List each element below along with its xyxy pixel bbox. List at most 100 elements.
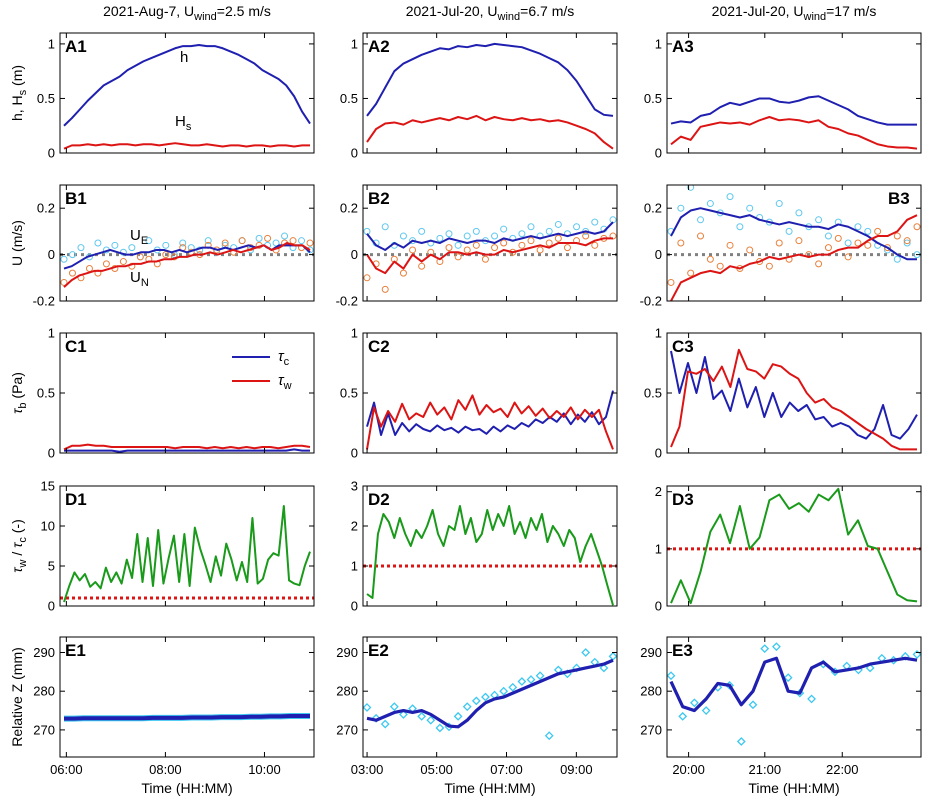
- series-UN-line: [63, 242, 311, 288]
- UE-pts-point: [363, 227, 371, 235]
- series-tau_w-line: [366, 394, 614, 450]
- UE-pts-point: [687, 185, 695, 191]
- ytick-label: 0: [655, 446, 662, 461]
- axes-frame: [362, 636, 618, 758]
- UN-pts-point: [527, 237, 535, 245]
- panel-label-E2: E2: [368, 641, 389, 660]
- Z-pts-point: [508, 682, 518, 692]
- axes-frame: [59, 636, 315, 758]
- UE-pts-point: [697, 216, 705, 224]
- ytick-label: 0: [655, 599, 662, 614]
- Z-pts-point: [426, 715, 436, 725]
- series-ratio-line: [366, 505, 614, 606]
- ytick-label: 1: [48, 326, 55, 341]
- legend: τc τw: [232, 348, 292, 392]
- UN-pts-point: [162, 251, 170, 259]
- UE-pts-point: [454, 241, 462, 249]
- UN-pts-point: [913, 223, 921, 231]
- UE-pts-point: [893, 255, 901, 263]
- panel-label-D3: D3: [672, 490, 694, 509]
- UE-pts-point: [726, 193, 734, 201]
- panel-C3: 0 0.5 1 C3: [644, 326, 922, 461]
- UE-pts-point: [281, 232, 289, 240]
- Z-pts-point: [667, 671, 676, 681]
- axes-frame: [362, 32, 618, 154]
- series-tau_c-line: [64, 448, 310, 453]
- ytick-label: 0: [48, 446, 55, 461]
- ytick-label: -0.2: [640, 294, 662, 309]
- UN-pts-point: [874, 227, 882, 235]
- UN-pts-point: [399, 269, 407, 277]
- UN-pts-point: [706, 255, 714, 263]
- UE-pts-point: [554, 220, 562, 228]
- Z-pts-point: [363, 703, 372, 712]
- ytick-label: 0.5: [340, 91, 358, 106]
- ytick-label: 0.2: [37, 201, 55, 216]
- xtick-label: 21:00: [749, 762, 782, 777]
- panel-label-C1: C1: [65, 337, 87, 356]
- series-UE-line: [670, 207, 917, 261]
- panel-D2: 0 1 2 3 D2: [351, 479, 618, 614]
- Z-pts-point: [690, 698, 699, 708]
- UE-pts-point: [436, 234, 444, 242]
- UE-pts-point: [463, 232, 471, 240]
- UN-pts-point: [667, 278, 675, 286]
- panel-E2: 270 280 290 03:00 05:00 07:00 09:00 Time (HH:MM…: [336, 636, 618, 796]
- UE-pts-point: [545, 227, 553, 235]
- series-tau_c-line: [366, 390, 614, 436]
- panel-label-D2: D2: [368, 490, 390, 509]
- UE-pts-point: [500, 225, 508, 233]
- UN-pts-point: [844, 253, 852, 261]
- series-Hs-line: [670, 116, 918, 150]
- Z-pts-point: [772, 642, 781, 652]
- series-tau_c-line: [670, 350, 918, 440]
- series-UN-line: [366, 237, 613, 275]
- UE-pts-point: [903, 239, 911, 247]
- axes-frame: [59, 332, 315, 454]
- UE-pts-point: [844, 239, 852, 247]
- xtick-label: 22:00: [826, 762, 859, 777]
- ytick-label: 0: [48, 599, 55, 614]
- UN-pts-point: [893, 232, 901, 240]
- Z-pts-point: [912, 649, 921, 659]
- panel-label-E3: E3: [672, 641, 693, 660]
- ytick-label: 1: [351, 559, 358, 574]
- panel-C1: 0 0.5 1 C1: [37, 326, 315, 461]
- axes-frame: [666, 332, 922, 454]
- series-Z_line-line: [669, 656, 918, 713]
- Z-pts-point: [701, 706, 711, 715]
- Z-pts-point: [462, 702, 472, 712]
- UN-pts-point: [854, 239, 862, 247]
- ytick-label: 280: [33, 684, 55, 699]
- series-Z_line-line: [64, 713, 310, 721]
- UE-pts-point: [609, 216, 617, 224]
- series-Hs-line: [366, 114, 614, 150]
- UE-pts-point: [399, 232, 407, 240]
- UN-pts-point: [824, 244, 832, 252]
- UE-pts-point: [272, 239, 280, 247]
- axes-frame: [362, 184, 618, 302]
- UN-pts-point: [238, 237, 246, 245]
- UN-pts-point: [716, 262, 724, 270]
- Z-pts-point: [783, 673, 793, 683]
- Z-pts-point: [389, 702, 399, 712]
- panel-label-C2: C2: [368, 337, 390, 356]
- UN-pts-point: [500, 239, 508, 247]
- ylabel-text: τb (Pa): [9, 372, 29, 414]
- UE-pts-point: [418, 227, 426, 235]
- ytick-label: 0.2: [644, 201, 662, 216]
- panel-B1: -0.2 0 0.2 B1: [33, 184, 315, 309]
- UN-pts-point: [264, 234, 272, 242]
- ylabel-D: τw / τc (-): [9, 519, 29, 573]
- panel-label-A3: A3: [672, 37, 694, 56]
- Z-pts-point: [435, 723, 445, 733]
- Z-pts-point: [599, 663, 609, 673]
- UE-pts-point: [854, 223, 862, 231]
- UN-pts-point: [677, 239, 685, 247]
- xtick-label: 08:00: [149, 762, 182, 777]
- UN-pts-point: [60, 278, 68, 286]
- panel-label-B1: B1: [65, 189, 87, 208]
- UE-pts-point: [255, 234, 263, 242]
- panel-label-B2: B2: [368, 189, 390, 208]
